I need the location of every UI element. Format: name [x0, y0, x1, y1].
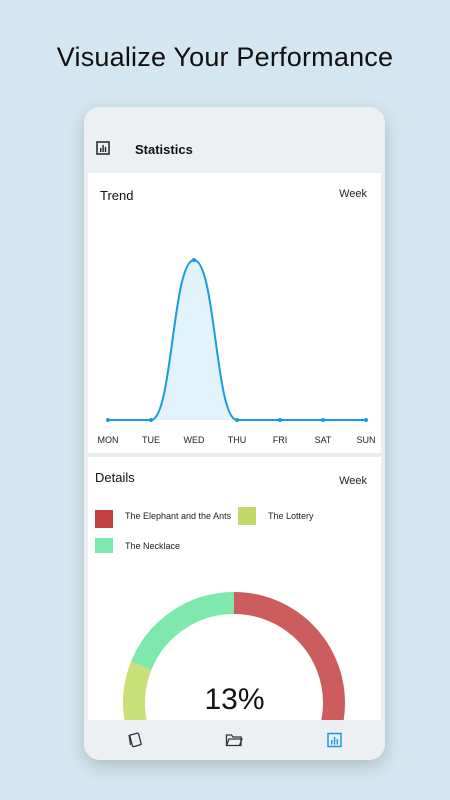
details-title: Details: [95, 470, 135, 485]
legend-swatch: [95, 510, 113, 528]
app-bar-title: Statistics: [135, 142, 193, 157]
trend-series-line: [108, 258, 366, 421]
trend-tick-sun: SUN: [356, 435, 375, 445]
headline: Visualize Your Performance: [56, 42, 394, 72]
nav-statistics-icon[interactable]: [326, 732, 344, 748]
trend-tick-thu: THU: [228, 435, 247, 445]
slice-necklace: [131, 592, 235, 670]
trend-point-fri: [278, 418, 282, 422]
trend-point-sun: [364, 418, 368, 422]
trend-point-sat: [321, 418, 325, 422]
trend-period-selector[interactable]: Week: [339, 188, 367, 200]
bottom-navigation: [84, 720, 385, 760]
legend-item-necklace: The Necklace: [95, 538, 235, 553]
legend-label: The Elephant and the Ants: [125, 511, 232, 521]
legend-label: The Lottery: [268, 511, 314, 521]
trend-point-mon: [106, 418, 110, 422]
trend-point-wed: [192, 258, 196, 262]
trend-title: Trend: [100, 188, 134, 203]
details-donut-chart: [123, 592, 345, 720]
slice-elephant: [233, 592, 345, 720]
trend-tick-sat: SAT: [315, 435, 332, 445]
trend-tick-fri: FRI: [273, 435, 288, 445]
trend-point-tue: [149, 418, 153, 422]
legend-item-elephant: The Elephant and the Ants: [95, 510, 235, 528]
legend-label: The Necklace: [125, 541, 181, 551]
details-period-selector[interactable]: Week: [339, 475, 367, 487]
trend-tick-wed: WED: [184, 435, 205, 445]
trend-tick-mon: MON: [98, 435, 119, 445]
trend-area-fill: [108, 260, 366, 420]
trend-line-chart: MON TUE WED THU FRI SAT SUN: [98, 258, 376, 445]
nav-folder-icon[interactable]: [225, 732, 243, 748]
trend-card: Trend Week MON TUE WED THU FRI SAT SUN: [88, 173, 381, 453]
trend-point-thu: [235, 418, 239, 422]
legend-swatch: [238, 507, 256, 525]
trend-tick-tue: TUE: [142, 435, 160, 445]
app-bar: Statistics: [84, 107, 385, 171]
nav-cards-icon[interactable]: [126, 732, 144, 748]
statistics-icon: [96, 141, 110, 155]
legend-item-lottery: The Lottery: [238, 507, 378, 525]
slice-lottery: [123, 661, 152, 720]
donut-center-label: 13%: [204, 683, 265, 716]
legend-swatch: [95, 538, 113, 553]
details-card: Details Week The Elephant and the Ants T…: [88, 457, 381, 720]
phone-frame: Statistics Trend Week MON TUE WED THU FRI SAT…: [84, 107, 385, 760]
